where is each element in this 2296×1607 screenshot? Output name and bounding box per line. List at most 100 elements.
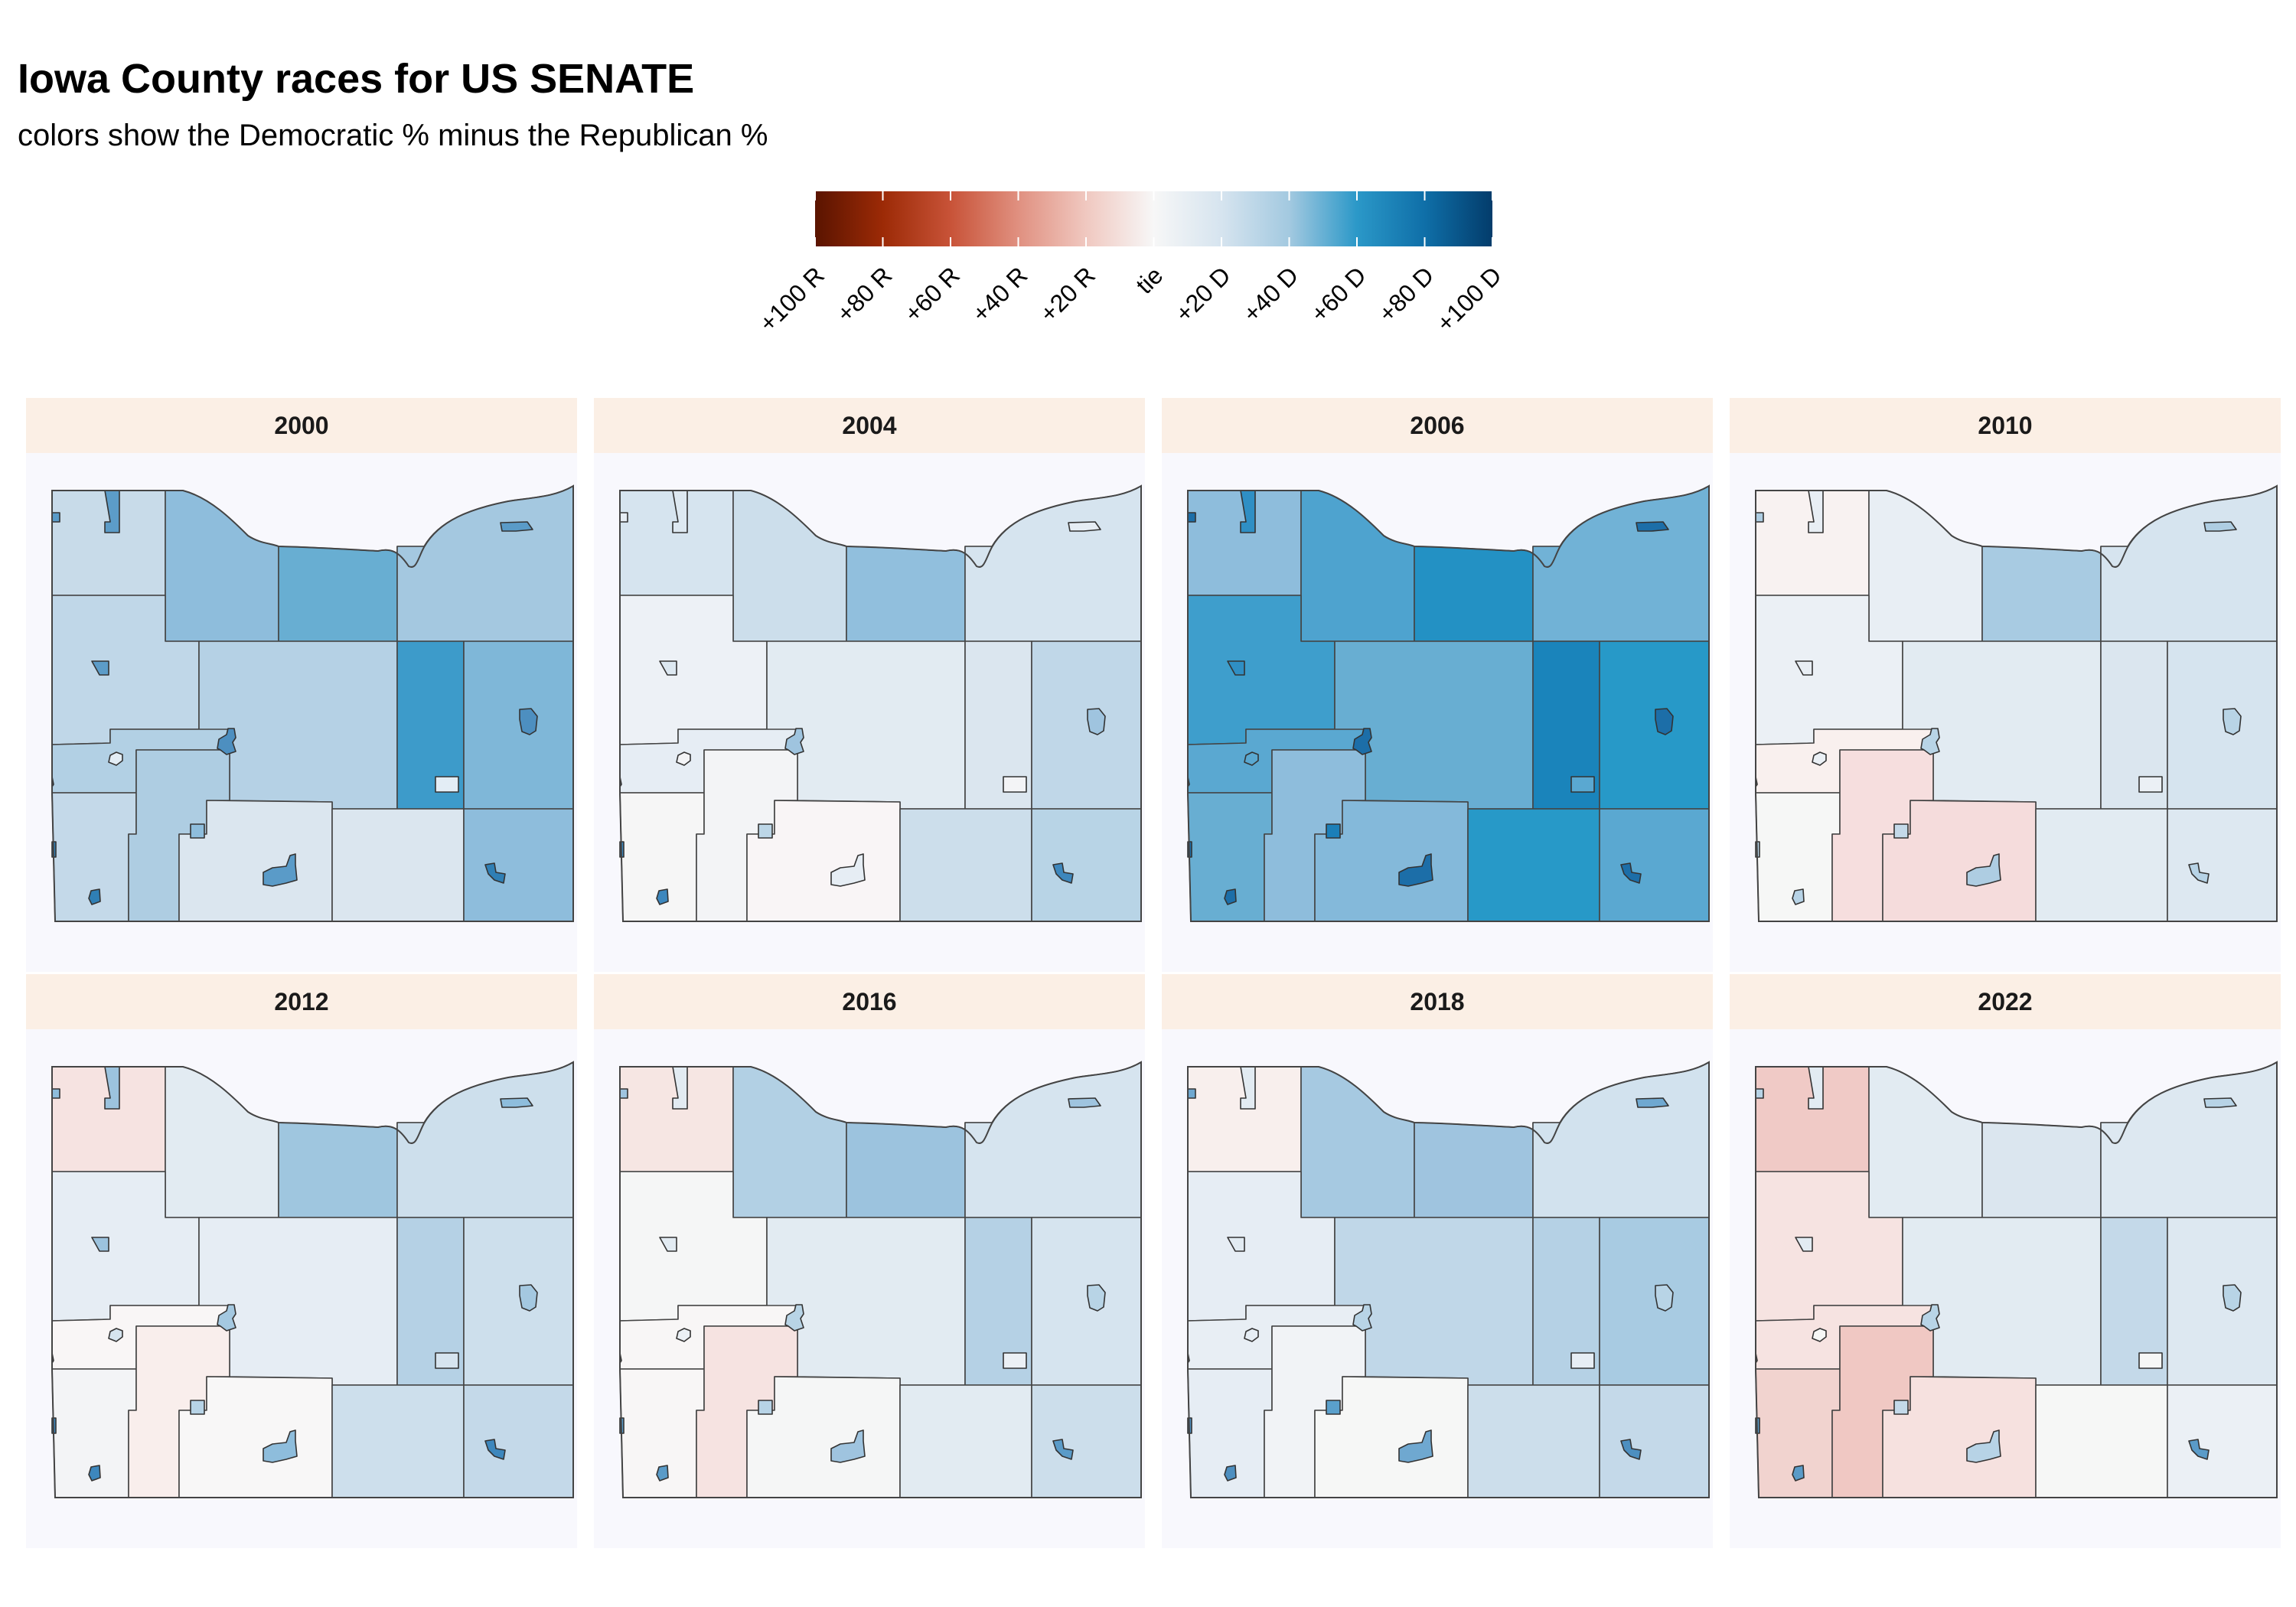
map-panel-2012: 2012	[26, 974, 577, 1548]
county-outline	[1755, 484, 2278, 922]
county-map	[1755, 484, 2278, 922]
county-outline	[51, 484, 574, 922]
township-em	[463, 1217, 574, 1386]
city-6	[1224, 1465, 1237, 1482]
city-6	[656, 1465, 669, 1482]
panel-strip: 2016	[594, 974, 1145, 1029]
county-outline	[1187, 1061, 1710, 1498]
legend-tick-label: +60 R	[899, 261, 964, 327]
county-outline	[619, 1061, 1142, 1498]
panel-year-label: 2000	[274, 411, 329, 439]
township-se1	[899, 1384, 1032, 1498]
township-em	[1599, 1217, 1710, 1386]
county-map	[51, 484, 574, 922]
city-5	[784, 1304, 804, 1332]
map-panel-2010: 2010	[1730, 398, 2281, 972]
city-11	[2203, 521, 2237, 532]
city-8	[1003, 776, 1027, 793]
city-10	[484, 862, 506, 884]
panel-strip: 2004	[594, 398, 1145, 453]
chart-title: Iowa County races for US SENATE	[18, 56, 695, 102]
panel-year-label: 2018	[1410, 987, 1465, 1015]
legend-tick-label: +60 D	[1305, 261, 1371, 327]
city-11	[1068, 1097, 1101, 1108]
township-se	[1031, 808, 1142, 922]
city-6	[88, 1465, 101, 1482]
city-2	[1227, 660, 1245, 676]
panel-year-label: 2022	[1978, 987, 2033, 1015]
panel-year-label: 2006	[1410, 411, 1465, 439]
city-7	[1398, 853, 1433, 887]
county-map	[51, 1061, 574, 1498]
city-10	[1052, 1439, 1074, 1460]
city-5	[217, 728, 236, 755]
map-panel-2016: 2016	[594, 974, 1145, 1548]
city-3	[1812, 751, 1827, 766]
panel-strip: 2000	[26, 398, 577, 453]
city-9	[1087, 1284, 1106, 1312]
township-ne	[964, 485, 1142, 642]
county-map	[619, 1061, 1142, 1498]
township-se	[1599, 808, 1710, 922]
township-ne	[964, 1061, 1142, 1218]
legend-tick-label: +80 R	[831, 261, 897, 327]
city-6	[88, 888, 101, 905]
city-8	[1570, 1352, 1595, 1369]
city-4	[190, 823, 205, 839]
panel-year-label: 2016	[842, 987, 897, 1015]
city-8	[1570, 776, 1595, 793]
township-se1	[1467, 808, 1600, 922]
city-3	[1244, 1328, 1259, 1342]
city-2	[1227, 1237, 1245, 1252]
city-5	[1352, 1304, 1372, 1332]
township-se1	[2035, 808, 2168, 922]
legend-ticks	[814, 191, 1493, 246]
city-2	[91, 1237, 109, 1252]
city-9	[1655, 1284, 1674, 1312]
panel-year-label: 2004	[842, 411, 897, 439]
legend-tick-label: +40 D	[1238, 261, 1303, 327]
township-ncw	[1300, 490, 1415, 642]
city-9	[1087, 708, 1106, 735]
township-em	[2167, 1217, 2278, 1386]
map-panel-2022: 2022	[1730, 974, 2281, 1548]
township-em	[1599, 641, 1710, 810]
city-10	[484, 1439, 506, 1460]
township-se1	[2035, 1384, 2168, 1498]
city-8	[2138, 776, 2163, 793]
city-5	[1920, 1304, 1940, 1332]
city-0	[1187, 1088, 1196, 1099]
map-panel-2006: 2006	[1162, 398, 1713, 972]
township-em	[2167, 641, 2278, 810]
city-0	[51, 1088, 60, 1099]
city-8	[2138, 1352, 2163, 1369]
city-5	[1920, 728, 1940, 755]
city-10	[1620, 862, 1642, 884]
county-outline	[1755, 1061, 2278, 1498]
panel-year-label: 2010	[1978, 411, 2033, 439]
township-ne	[396, 1061, 574, 1218]
township-ncw	[1300, 1066, 1415, 1218]
city-4	[758, 1400, 773, 1415]
city-2	[1795, 1237, 1813, 1252]
township-em	[1031, 1217, 1142, 1386]
township-ncw	[165, 490, 279, 642]
panel-year-label: 2012	[274, 987, 329, 1015]
city-3	[676, 1328, 691, 1342]
township-ncw	[1868, 1066, 1983, 1218]
legend-tick-label: +100 D	[1431, 261, 1507, 337]
legend-tick-label: +20 R	[1034, 261, 1100, 327]
panel-strip: 2018	[1162, 974, 1713, 1029]
chart-subtitle: colors show the Democratic % minus the R…	[18, 119, 768, 152]
city-4	[1326, 823, 1341, 839]
city-7	[1966, 853, 2001, 887]
city-0	[619, 1088, 628, 1099]
city-3	[108, 751, 123, 766]
city-6	[1792, 888, 1805, 905]
city-11	[2203, 1097, 2237, 1108]
city-10	[2188, 1439, 2210, 1460]
city-3	[1812, 1328, 1827, 1342]
city-2	[91, 660, 109, 676]
city-2	[659, 660, 677, 676]
